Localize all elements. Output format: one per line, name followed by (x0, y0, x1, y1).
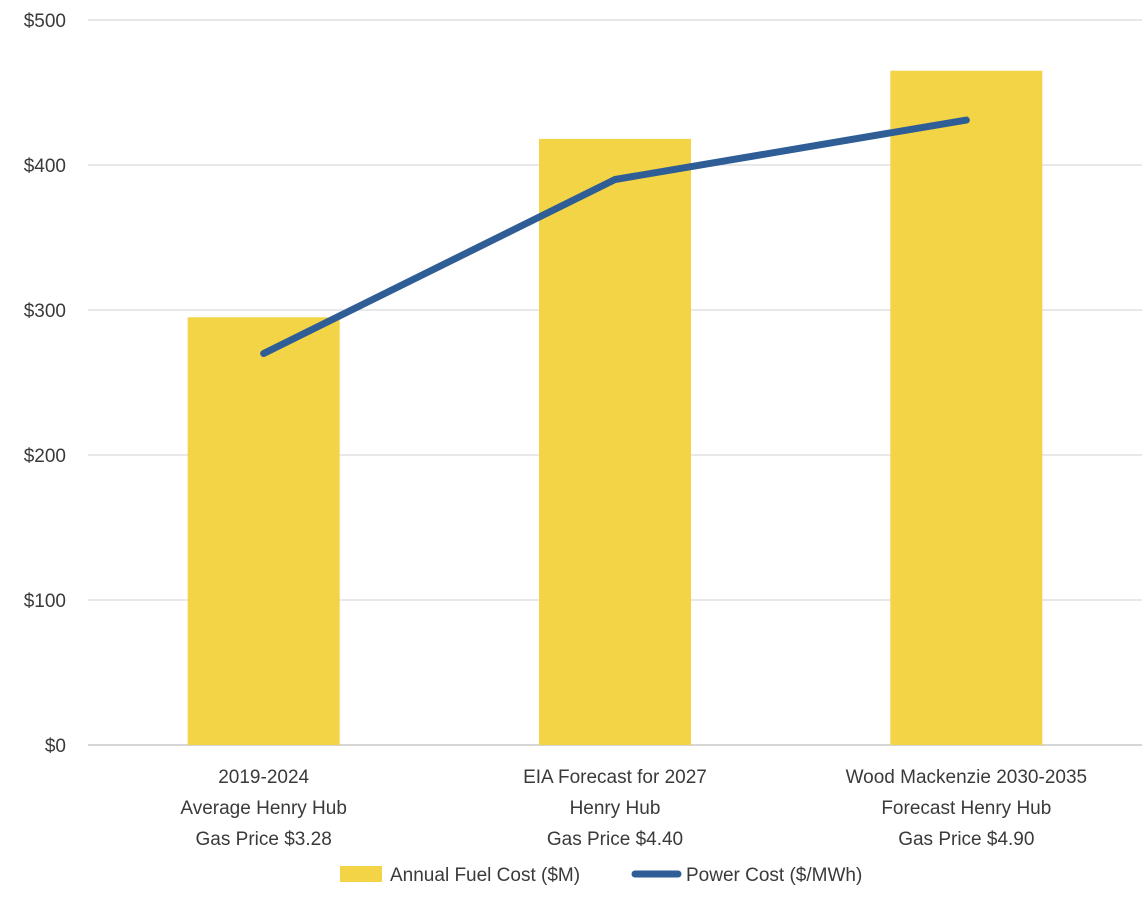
x-category-label-line: Henry Hub (570, 798, 661, 819)
y-tick-label: $500 (24, 11, 66, 32)
y-tick-label: $300 (24, 301, 66, 322)
x-category-label: Wood Mackenzie 2030-2035 Forecast Henry H… (846, 767, 1088, 850)
x-category-label-line: Gas Price $4.40 (547, 829, 683, 850)
bar (890, 70, 1043, 745)
y-tick-label: $200 (24, 446, 66, 467)
x-category-label: 2019-2024 Average Henry Hub Gas Price $3.2… (180, 767, 347, 850)
legend-swatch-fuel-cost (340, 866, 382, 882)
legend: Annual Fuel Cost ($M) Power Cost ($/MWh) (340, 865, 862, 886)
y-tick-label: $100 (24, 591, 66, 612)
y-tick-label: $0 (45, 736, 66, 757)
x-category-label-line: 2019-2024 (218, 767, 309, 788)
legend-label-fuel-cost: Annual Fuel Cost ($M) (390, 865, 580, 886)
bar (539, 138, 691, 745)
bar-series (187, 70, 1043, 745)
x-axis: 2019-2024 Average Henry Hub Gas Price $3.2… (180, 767, 1087, 850)
legend-label-power-cost: Power Cost ($/MWh) (686, 865, 862, 886)
y-axis: $0 $100 $200 $300 $400 $500 (24, 11, 66, 757)
power-cost-line (260, 116, 970, 357)
y-tick-label: $400 (24, 156, 66, 177)
x-category-label-line: Gas Price $3.28 (196, 829, 332, 850)
x-category-label: EIA Forecast for 2027 Henry Hub Gas Price … (523, 767, 707, 850)
x-category-label-line: Average Henry Hub (180, 798, 347, 819)
bar (187, 317, 340, 745)
line-series (260, 116, 970, 357)
x-category-label-line: Gas Price $4.90 (898, 829, 1034, 850)
x-category-label-line: Wood Mackenzie 2030-2035 (846, 767, 1088, 788)
x-category-label-line: EIA Forecast for 2027 (523, 767, 707, 788)
x-category-label-line: Forecast Henry Hub (881, 798, 1051, 819)
